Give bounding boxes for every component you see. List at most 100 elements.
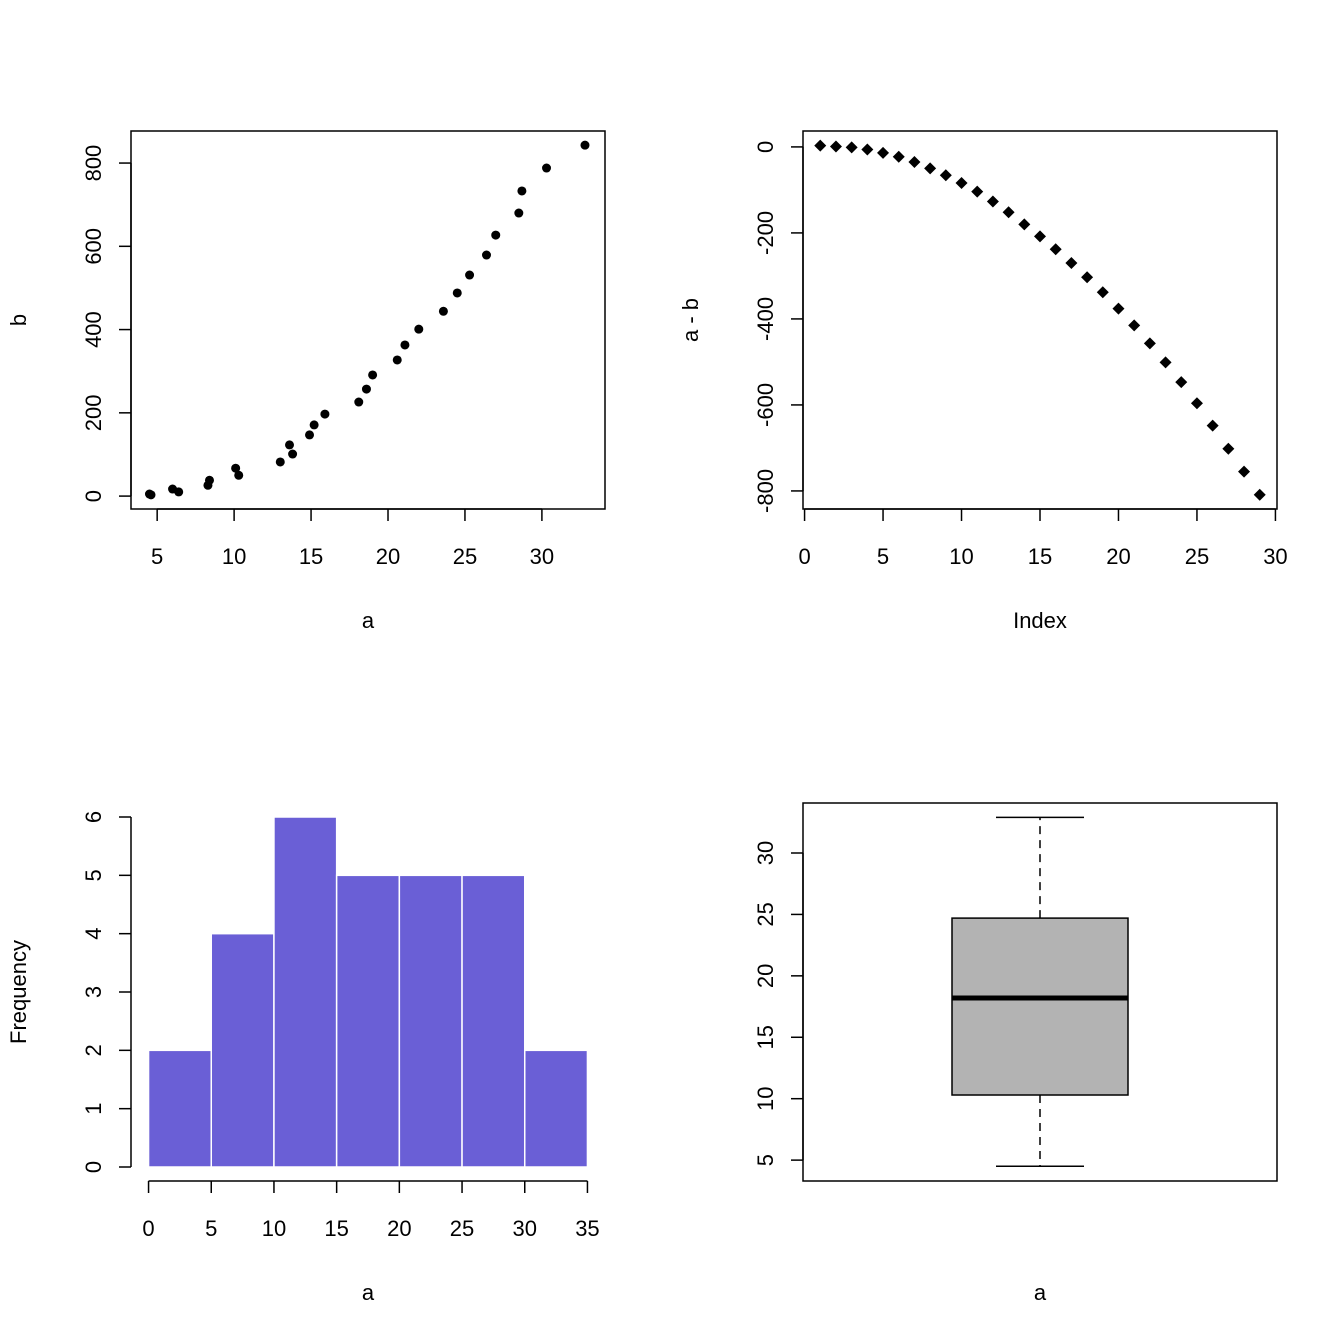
y-axis-label: a - b — [678, 298, 703, 342]
y-tick-label: 25 — [753, 902, 778, 926]
x-tick-label: 30 — [1263, 544, 1287, 569]
x-tick-label: 20 — [1106, 544, 1130, 569]
point — [1018, 218, 1031, 231]
point — [1081, 271, 1094, 284]
point — [845, 141, 858, 154]
point — [908, 155, 921, 168]
bar — [147, 1049, 213, 1168]
point — [1112, 302, 1125, 315]
x-tick-label: 15 — [1028, 544, 1052, 569]
y-tick-label: -800 — [753, 469, 778, 513]
y-tick-label: 1 — [81, 1103, 106, 1115]
point — [892, 150, 905, 163]
bar — [398, 874, 463, 1168]
point — [482, 250, 491, 260]
point — [368, 370, 378, 380]
point — [939, 169, 952, 182]
point — [971, 185, 984, 198]
point — [1253, 488, 1266, 501]
point — [174, 487, 184, 497]
point — [438, 306, 448, 316]
x-tick-label: 25 — [453, 544, 477, 569]
y-tick-label: 400 — [81, 311, 106, 348]
point — [1159, 356, 1172, 369]
point — [924, 162, 937, 175]
point — [580, 140, 590, 150]
y-tick-label: 0 — [81, 490, 106, 502]
point — [1175, 376, 1188, 389]
y-axis-label: Frequency — [6, 940, 31, 1044]
x-tick-label: 30 — [513, 1216, 537, 1241]
point — [491, 230, 501, 240]
point — [517, 186, 527, 196]
point — [861, 143, 874, 156]
x-axis-label: a — [362, 1280, 375, 1305]
x-tick-label: 30 — [530, 544, 554, 569]
x-tick-label: 5 — [205, 1216, 217, 1241]
plot-frame — [802, 802, 1278, 1182]
point — [986, 195, 999, 208]
y-tick-label: -400 — [753, 297, 778, 341]
point — [288, 449, 298, 459]
point — [1002, 206, 1015, 219]
box — [951, 917, 1129, 1096]
point — [877, 146, 890, 159]
y-tick-label: 30 — [753, 841, 778, 865]
y-tick-label: 4 — [81, 928, 106, 940]
point — [829, 140, 842, 153]
x-axis-label: a — [1034, 1280, 1047, 1305]
x-tick-label: 10 — [222, 544, 246, 569]
point — [814, 139, 827, 152]
y-tick-label: 600 — [81, 228, 106, 265]
y-tick-label: -200 — [753, 211, 778, 255]
x-tick-label: 25 — [1185, 544, 1209, 569]
point — [955, 177, 968, 190]
y-tick-label: 0 — [81, 1161, 106, 1173]
point — [400, 340, 410, 350]
point — [452, 288, 462, 298]
x-tick-label: 5 — [151, 544, 163, 569]
point — [1222, 442, 1235, 455]
point — [1096, 286, 1109, 299]
y-tick-label: 0 — [753, 141, 778, 153]
x-tick-label: 25 — [450, 1216, 474, 1241]
x-tick-label: 35 — [575, 1216, 599, 1241]
plot-frame — [130, 130, 606, 510]
point — [204, 475, 214, 485]
bar — [335, 874, 401, 1168]
x-tick-label: 10 — [262, 1216, 286, 1241]
y-tick-label: 10 — [753, 1086, 778, 1110]
bar — [523, 1049, 589, 1168]
point — [1143, 337, 1156, 350]
plot-frame — [802, 130, 1278, 510]
y-tick-label: 3 — [81, 986, 106, 998]
x-tick-label: 0 — [142, 1216, 154, 1241]
y-tick-label: 5 — [753, 1154, 778, 1166]
point — [320, 409, 330, 419]
point — [465, 270, 475, 280]
x-tick-label: 20 — [376, 544, 400, 569]
point — [234, 470, 244, 480]
point — [1206, 419, 1219, 432]
point — [514, 208, 524, 218]
x-tick-label: 15 — [299, 544, 323, 569]
bar — [461, 874, 526, 1168]
y-tick-label: 2 — [81, 1044, 106, 1056]
point — [542, 163, 552, 173]
y-tick-label: 15 — [753, 1025, 778, 1049]
point — [1238, 465, 1251, 478]
point — [1128, 319, 1141, 332]
point — [1049, 243, 1062, 256]
point — [309, 420, 319, 430]
point — [275, 457, 285, 467]
point — [392, 355, 402, 365]
x-axis-label: a — [362, 608, 375, 633]
point — [361, 384, 371, 394]
y-tick-label: 200 — [81, 394, 106, 431]
point — [354, 397, 364, 407]
x-tick-label: 20 — [387, 1216, 411, 1241]
y-axis-label: b — [6, 314, 31, 326]
x-tick-label: 15 — [324, 1216, 348, 1241]
y-tick-label: 6 — [81, 811, 106, 823]
